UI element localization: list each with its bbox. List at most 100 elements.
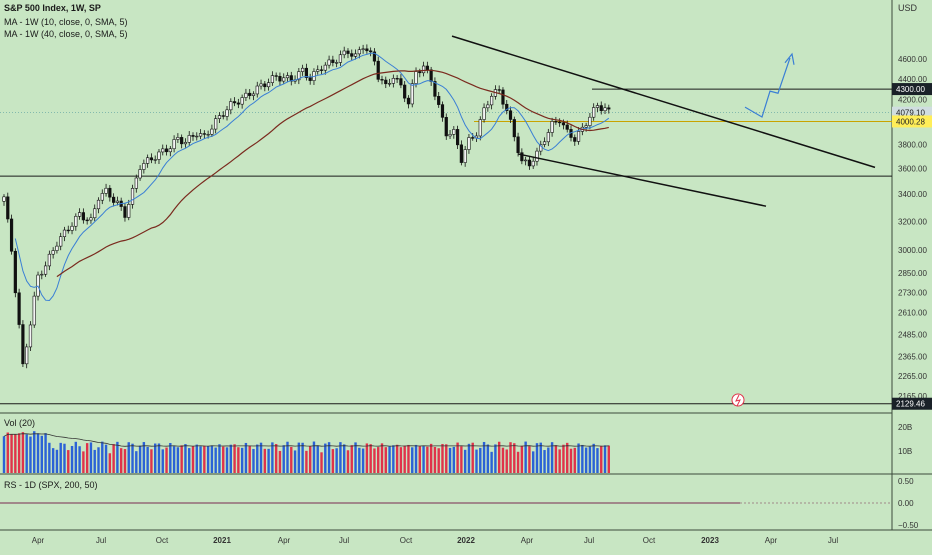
candle-body [206,133,210,136]
volume-bar [51,448,55,473]
ma40-legend[interactable]: MA - 1W (40, close, 0, SMA, 5) [4,29,128,39]
volume-bar [343,444,346,473]
time-tick-label: 2023 [701,536,719,545]
volume-bar [14,434,17,473]
candle-body [592,107,596,118]
volume-bar [252,448,255,473]
volume-bar [505,449,508,473]
candle-body [505,103,509,112]
candle-body [455,129,460,146]
candle-body [452,129,456,135]
candle-body [176,137,180,140]
volume-bar [482,441,486,473]
ma40-line [56,69,609,278]
candle-body [508,110,513,120]
price-badge [892,115,932,128]
volume-bar [259,442,263,473]
candle-body [357,49,361,55]
volume-bar [104,444,108,473]
candle-body [301,67,305,72]
volume-bar [308,446,312,473]
candle-body [47,253,51,267]
volume-bar [282,445,285,473]
time-axis[interactable]: Apr Jul Oct 2021 Apr Jul Oct 2022 Apr Jul Oct 2023 A… [32,536,839,545]
price-axis[interactable]: 4600.004400.004200.004000.003800.003600.… [892,55,932,530]
candle-body [395,78,399,80]
time-tick-label: 2021 [213,536,231,545]
candle-body [6,196,10,220]
ma10-line [14,52,610,302]
price-badge-label: 4300.00 [896,85,925,94]
volume-bar [55,449,59,473]
volume-bar [377,447,380,473]
volume-bar [429,443,433,473]
volume-legend[interactable]: Vol (20) [4,418,36,428]
volume-bar [135,451,138,473]
volume-bar [501,447,505,473]
candle-body [66,229,70,232]
volume-bar [70,445,74,473]
time-tick-label: Oct [400,536,413,545]
candle-body [387,83,392,85]
volume-bar [562,444,565,473]
rs-tick-label: 0.50 [898,477,914,486]
price-badge-label: 4079.10 [896,109,925,118]
volume-bar [78,446,81,473]
price-tick-label: 2850.00 [898,269,927,278]
candle-body [410,83,414,105]
candle-body [576,131,581,142]
candle-body [285,75,290,79]
trendline-upper [451,35,876,169]
volume-bar [411,447,414,473]
volume-bar [286,441,289,473]
price-tick-label: 3800.00 [898,140,927,149]
volume-bar [48,442,51,473]
volume-bar [532,451,535,473]
volume-tick-label: 20B [898,423,912,432]
rs-legend[interactable]: RS - 1D (SPX, 200, 50) [4,480,98,490]
volume-bar [131,443,134,473]
volume-bar [123,449,127,473]
volume-bar [358,447,361,473]
candle-body [539,144,543,152]
candle-body [28,324,33,348]
rs-tick-label: −0.50 [898,521,919,530]
trendline-lower [517,153,767,207]
candle-body [478,119,482,137]
volume-bar [263,448,267,473]
volume-bar [305,450,308,473]
candle-body [146,157,150,164]
volume-bar [327,442,331,473]
candle-body [338,54,343,63]
candle-body [350,53,354,57]
candle-body [399,78,403,86]
volume-bar [119,448,123,473]
candle-body [565,124,569,130]
candle-body [274,75,278,77]
volume-bar [172,446,176,473]
volume-bar [25,434,28,473]
ma10-legend[interactable]: MA - 1W (10, close, 0, SMA, 5) [4,17,128,27]
candle-body [70,225,74,231]
candle-body [183,142,188,145]
price-badge-label: 4000.28 [896,117,925,126]
candle-body [138,169,142,179]
candle-body [251,93,256,96]
candle-body [17,292,21,325]
candle-body [471,137,475,139]
volume-bar [445,444,448,473]
volume-bar [460,446,463,473]
volume-bar [161,449,164,473]
time-tick-label: Apr [521,536,534,545]
volume-bar [229,444,232,473]
candle-body [444,117,448,137]
price-tick-label: 2730.00 [898,288,927,297]
candle-body [384,79,388,85]
candle-body [599,105,603,112]
candle-body [93,208,97,219]
volume-bar [320,452,323,473]
candle-body [535,150,539,162]
candle-body [319,69,324,71]
